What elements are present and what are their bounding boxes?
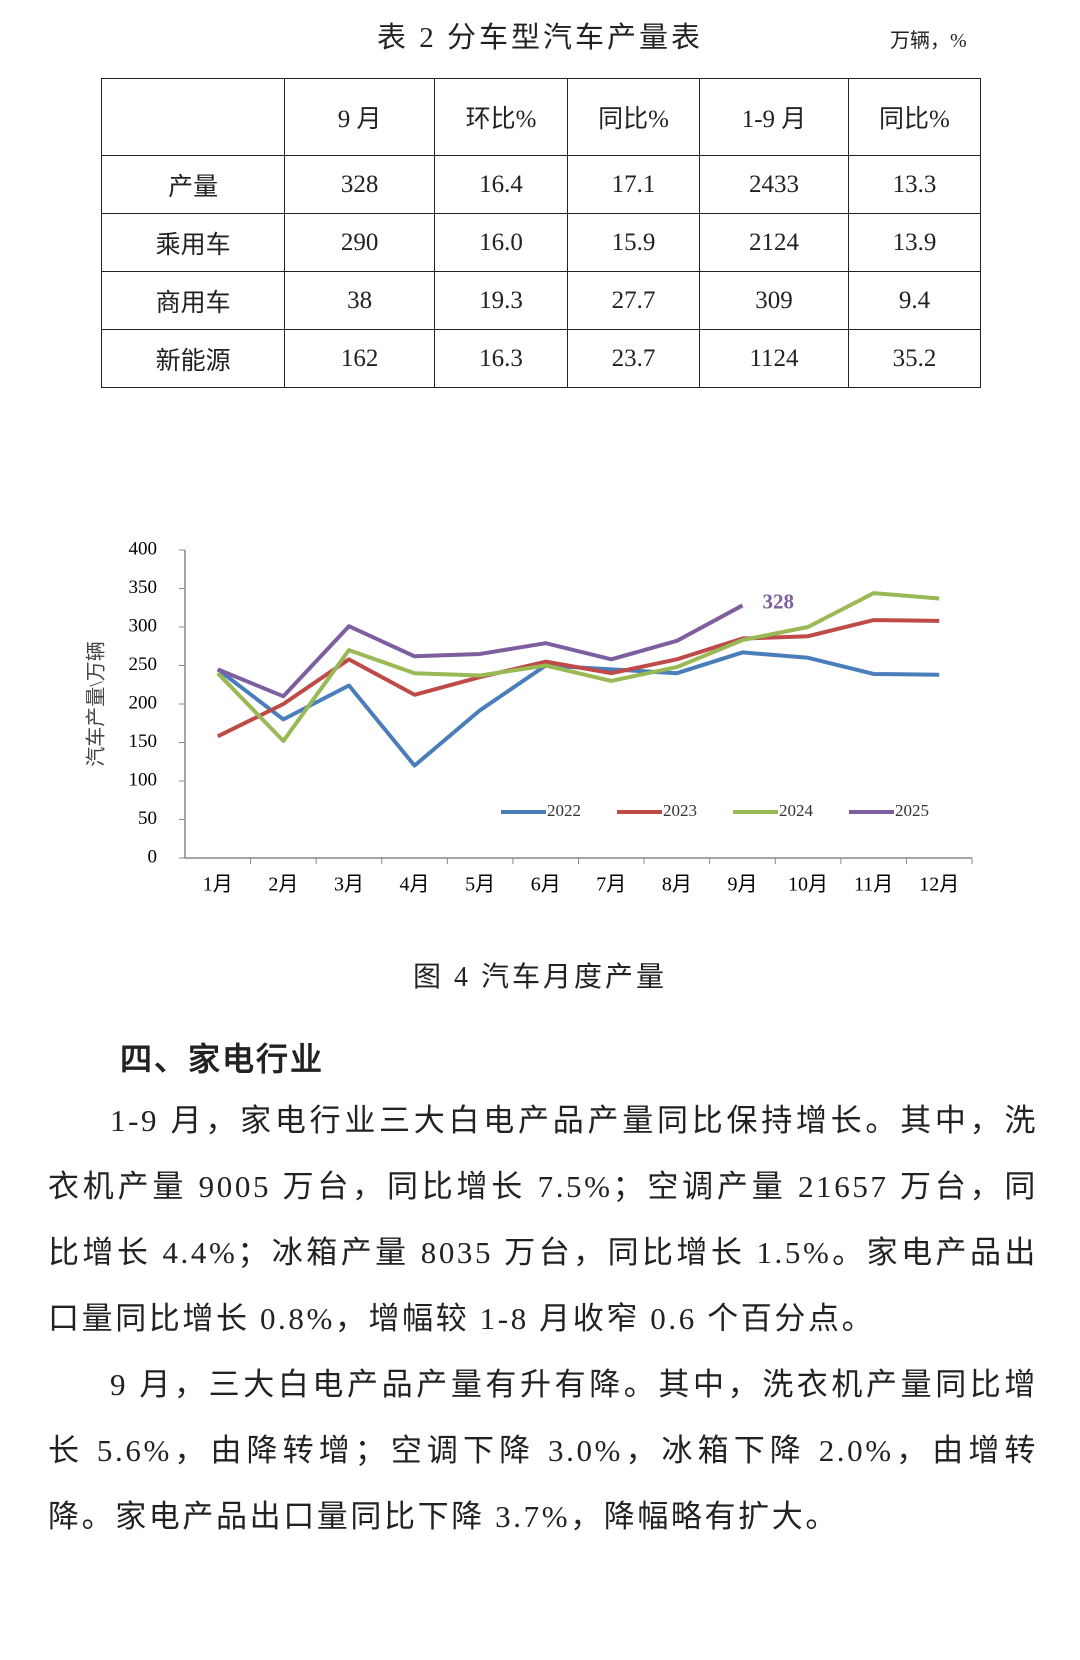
- table-cell: 328: [284, 155, 435, 214]
- x-tick-label: 9月: [727, 874, 757, 896]
- x-tick-label: 11月: [854, 874, 893, 896]
- table-cell: 2124: [699, 213, 849, 272]
- x-tick-label: 12月: [919, 874, 959, 896]
- y-axis-label: 汽车产量\万辆: [85, 641, 108, 767]
- series-line: [217, 603, 744, 699]
- table-cell: 2433: [699, 155, 849, 214]
- table-cell: 1124: [699, 329, 849, 388]
- x-tick-label: 5月: [465, 874, 495, 896]
- row-label: 乘用车: [100, 213, 286, 272]
- legend-label: 2022: [547, 801, 581, 820]
- series-line: [216, 591, 940, 743]
- paragraph: 1-9 月，家电行业三大白电产品产量同比保持增长。其中，洗衣机产量 9005 万…: [48, 1103, 1038, 1336]
- table-title: 表 2 分车型汽车产量表: [376, 22, 703, 54]
- y-tick-label: 50: [138, 808, 157, 829]
- table-row: 商用车 38 19.3 27.7 309 9.4: [100, 271, 982, 330]
- table-cell: 15.9: [566, 213, 701, 272]
- paragraph: 9 月，三大白电产品产量有升有降。其中，洗衣机产量同比增长 5.6%，由降转增；…: [48, 1367, 1038, 1534]
- table-cell: 162: [284, 329, 435, 388]
- table-cell: 16.4: [433, 155, 569, 214]
- header-cell: 同比%: [847, 78, 982, 156]
- table-cell: 309: [699, 271, 849, 330]
- row-label: 产量: [100, 155, 286, 214]
- table-cell: 16.3: [433, 329, 569, 388]
- x-tick-label: 10月: [788, 874, 828, 896]
- y-tick-label: 400: [129, 538, 158, 559]
- table-cell: 290: [284, 213, 435, 272]
- header-cell: 9 月: [284, 78, 435, 156]
- y-tick-label: 150: [129, 731, 158, 752]
- header-row: 9 月环比% 同比% 1-9 月同比%: [100, 78, 982, 156]
- row-label: 新能源: [100, 329, 286, 388]
- table-unit: 万辆，%: [890, 30, 967, 52]
- table-cell: 17.1: [566, 155, 701, 214]
- table-cell: 13.3: [847, 155, 982, 214]
- series-line: [216, 618, 940, 739]
- legend-label: 2025: [895, 801, 929, 820]
- y-tick-label: 100: [129, 769, 158, 790]
- x-tick-label: 4月: [400, 874, 430, 896]
- table-cell: 13.9: [847, 213, 982, 272]
- section-heading: 四、家电行业: [120, 1040, 325, 1078]
- data-label: 328: [762, 589, 794, 613]
- table-row: 新能源 162 16.3 23.7 1124 35.2: [100, 329, 982, 388]
- header-cell: 1-9 月: [699, 78, 849, 156]
- x-tick-label: 2月: [268, 874, 298, 896]
- header-cell: 环比%: [433, 78, 569, 156]
- x-tick-label: 8月: [662, 874, 692, 896]
- figure-caption: 图 4 汽车月度产量: [412, 962, 667, 993]
- header-cell: 同比%: [566, 78, 701, 156]
- y-tick-label: 0: [148, 846, 158, 867]
- chart: 0 50 100 150 200 250 300 350 400 1月 2月 3月 4月 5月 6月 7月 8月…: [85, 538, 973, 896]
- corner-cell: [100, 78, 286, 156]
- x-tick-label: 3月: [334, 874, 364, 896]
- legend-label: 2024: [779, 801, 814, 820]
- y-tick-label: 200: [129, 692, 158, 713]
- y-tick-label: 350: [129, 577, 158, 598]
- section: 四、家电行业 1-9 月，家电行业三大白电产品产量同比保持增长。其中，洗衣机产量…: [48, 1030, 1038, 1550]
- y-tick-label: 300: [129, 615, 158, 636]
- table-cell: 23.7: [566, 329, 701, 388]
- data-table: 9 月环比% 同比% 1-9 月同比% 产量 328 16.4 17.1 2433 13.3 乘用…: [100, 78, 982, 388]
- table-row: 产量 328 16.4 17.1 2433 13.3: [100, 155, 982, 214]
- x-tick-label: 6月: [531, 874, 561, 896]
- y-tick-label: 250: [129, 654, 158, 675]
- legend-label: 2023: [663, 801, 697, 820]
- table-cell: 38: [284, 271, 435, 330]
- table-row: 乘用车 290 16.0 15.9 2124 13.9: [100, 213, 982, 272]
- table-cell: 19.3: [433, 271, 569, 330]
- row-label: 商用车: [100, 271, 286, 330]
- x-tick-label: 7月: [596, 874, 626, 896]
- table-cell: 35.2: [847, 329, 982, 388]
- table-cell: 27.7: [566, 271, 701, 330]
- x-tick-label: 1月: [203, 874, 233, 896]
- table-cell: 9.4: [847, 271, 982, 330]
- table-cell: 16.0: [433, 213, 569, 272]
